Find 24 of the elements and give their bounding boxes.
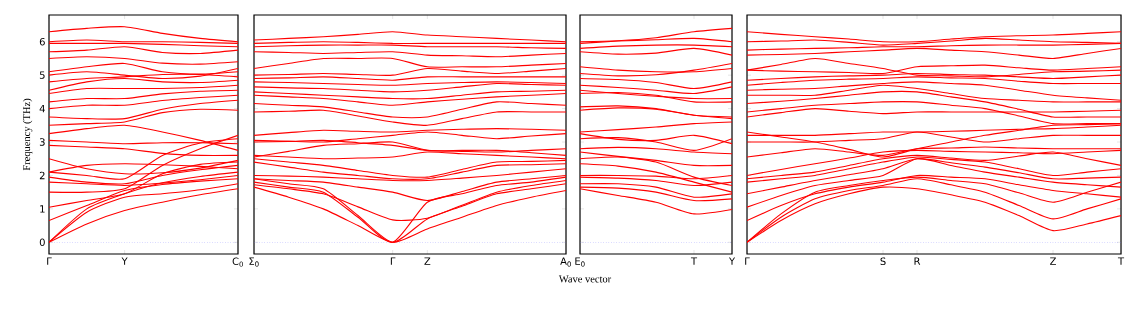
x-tick-label: Z — [424, 257, 431, 265]
x-tick-label: T — [690, 257, 698, 265]
x-tick-label: Γ — [47, 257, 52, 265]
y-axis-title: Frequency (THz) — [22, 98, 33, 171]
x-tick-label: Y — [728, 257, 736, 265]
y-tick-label: 1 — [40, 205, 45, 213]
y-tick-label: 2 — [39, 171, 45, 180]
x-axis-title: Wave vector — [558, 275, 612, 283]
x-tick-label: Γ — [745, 257, 750, 265]
y-tick-label: 5 — [39, 71, 45, 79]
x-tick-label: Σ$_{0}$ — [249, 257, 259, 267]
y-tick-label: 4 — [39, 104, 45, 113]
x-tick-label: C$_{0}$ — [232, 257, 243, 267]
x-tick-label: T — [1117, 257, 1125, 265]
y-tick-label: 6 — [39, 37, 45, 46]
y-tick-label: 3 — [39, 138, 45, 146]
x-tick-label: A$_{0}$ — [560, 257, 571, 267]
y-tick-label: 0 — [39, 238, 45, 247]
x-tick-label: R — [914, 257, 921, 265]
x-tick-label: S — [880, 257, 886, 266]
x-tick-label: Z — [1050, 257, 1056, 265]
x-tick-label: Γ — [390, 257, 396, 265]
x-tick-label: Y — [121, 257, 128, 265]
x-tick-label: E$_{0}$ — [575, 257, 585, 267]
